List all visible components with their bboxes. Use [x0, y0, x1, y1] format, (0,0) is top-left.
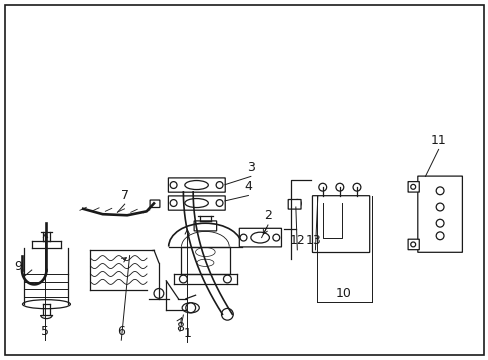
- Text: 11: 11: [430, 134, 446, 147]
- Text: 5: 5: [41, 325, 49, 338]
- Text: 3: 3: [246, 161, 254, 174]
- Circle shape: [435, 187, 443, 195]
- Circle shape: [435, 219, 443, 227]
- Text: 13: 13: [305, 234, 321, 247]
- Circle shape: [272, 234, 279, 241]
- Ellipse shape: [22, 300, 70, 309]
- Circle shape: [216, 199, 223, 207]
- Ellipse shape: [182, 303, 199, 313]
- Circle shape: [435, 232, 443, 240]
- FancyBboxPatch shape: [239, 228, 281, 247]
- FancyBboxPatch shape: [407, 181, 418, 192]
- Ellipse shape: [184, 199, 208, 208]
- Circle shape: [170, 181, 177, 189]
- FancyBboxPatch shape: [168, 178, 225, 192]
- Circle shape: [216, 181, 223, 189]
- Text: 10: 10: [335, 287, 351, 300]
- Text: 2: 2: [264, 210, 271, 222]
- Circle shape: [293, 199, 301, 207]
- Circle shape: [221, 309, 233, 320]
- Circle shape: [170, 199, 177, 207]
- FancyBboxPatch shape: [168, 196, 225, 210]
- Circle shape: [410, 242, 415, 247]
- Circle shape: [318, 183, 326, 191]
- Circle shape: [240, 234, 246, 241]
- Ellipse shape: [184, 181, 208, 189]
- Circle shape: [154, 288, 163, 298]
- Circle shape: [352, 183, 360, 191]
- Text: 8: 8: [176, 321, 183, 334]
- Circle shape: [223, 275, 231, 283]
- Text: 9: 9: [15, 260, 22, 273]
- Text: 1: 1: [183, 327, 191, 340]
- Text: 6: 6: [117, 325, 125, 338]
- Circle shape: [410, 184, 415, 189]
- Circle shape: [335, 183, 343, 191]
- FancyBboxPatch shape: [407, 239, 418, 250]
- Ellipse shape: [250, 232, 269, 243]
- Circle shape: [435, 203, 443, 211]
- FancyBboxPatch shape: [194, 221, 216, 231]
- FancyBboxPatch shape: [150, 200, 160, 207]
- FancyBboxPatch shape: [417, 176, 462, 252]
- Circle shape: [179, 275, 187, 283]
- Text: 12: 12: [289, 234, 305, 247]
- FancyBboxPatch shape: [312, 196, 369, 252]
- Circle shape: [185, 303, 195, 313]
- FancyBboxPatch shape: [287, 199, 301, 209]
- Text: 7: 7: [121, 189, 128, 202]
- Text: 4: 4: [244, 180, 252, 193]
